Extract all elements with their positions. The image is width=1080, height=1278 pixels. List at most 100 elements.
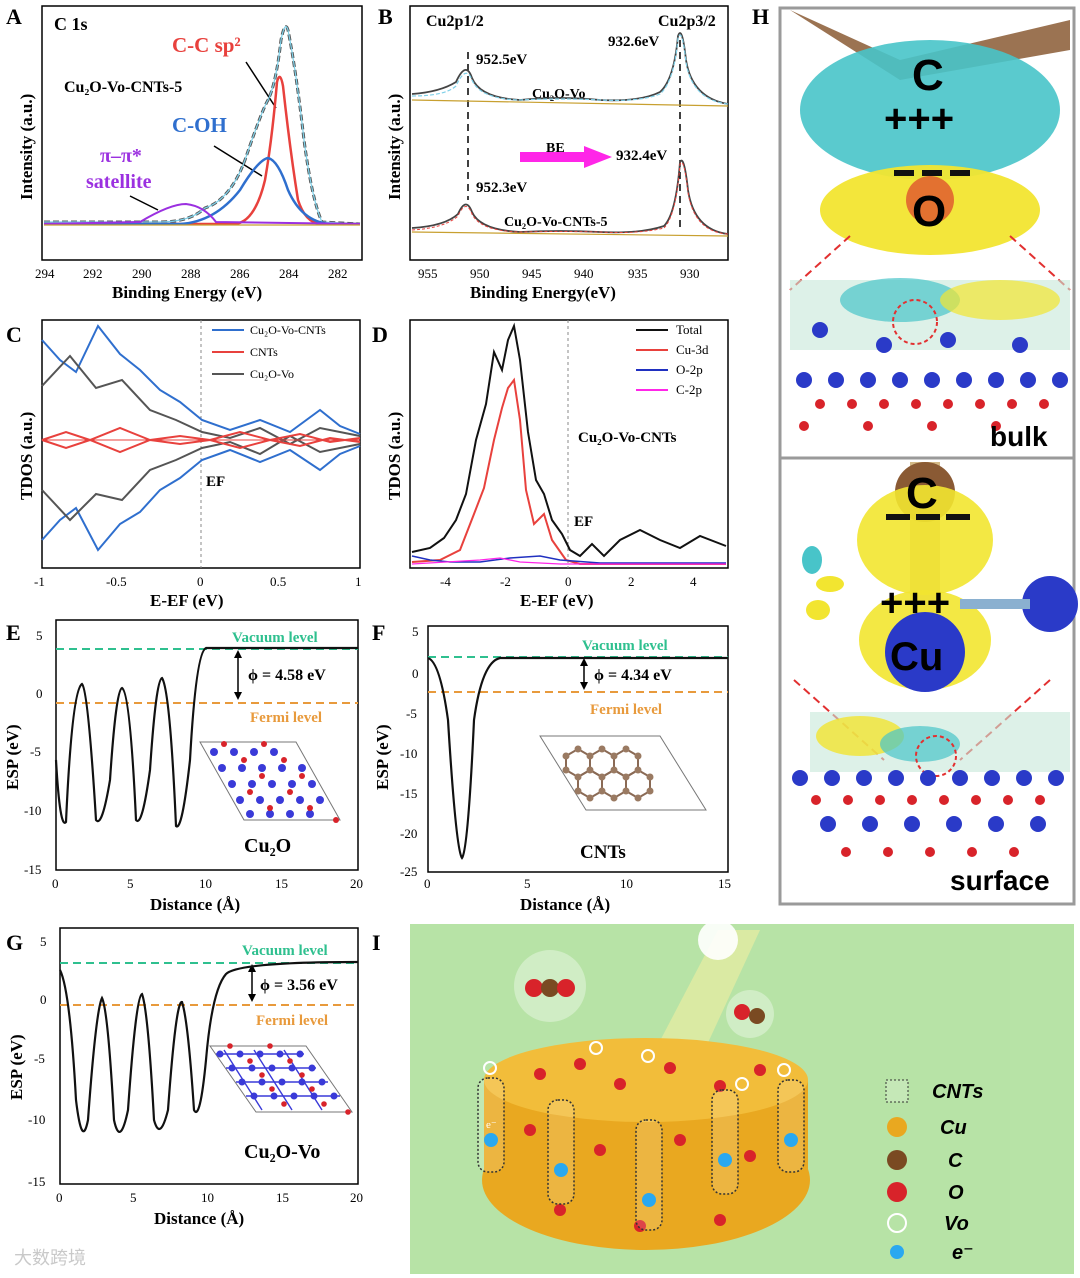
- peak-label-coh: C-OH: [172, 113, 227, 137]
- panel-letter-b: B: [378, 4, 393, 29]
- tick-label: -5: [30, 744, 41, 759]
- energy-label: 952.5eV: [476, 52, 527, 68]
- x-ticks: 0 5 10 15: [424, 876, 731, 891]
- tick-label: 0: [36, 686, 43, 701]
- fermi-label: Fermi level: [256, 1013, 328, 1029]
- arrow-satellite: [129, 195, 159, 211]
- tick-label: 5: [127, 876, 134, 891]
- x-axis-title: Binding Energy (eV): [112, 283, 262, 302]
- ef-label: EF: [574, 514, 593, 530]
- tick-label: 294: [35, 266, 55, 281]
- lattice-inset: [199, 741, 341, 823]
- tick-label: -4: [440, 574, 451, 589]
- tick-label: 292: [83, 266, 103, 281]
- tick-label: 955: [418, 266, 438, 281]
- charge-accumulation-region: [816, 576, 844, 592]
- charge-accumulation-region: [857, 485, 993, 595]
- energy-label: 932.4eV: [616, 148, 667, 164]
- y-axis-title: ESP (eV): [373, 724, 392, 790]
- minus-sign: [916, 514, 940, 520]
- tick-label: 935: [628, 266, 648, 281]
- phi-arrowhead: [580, 658, 588, 666]
- csp2-curve: [44, 75, 360, 226]
- label-cu2p12: Cu2p1/2: [426, 13, 484, 30]
- panel-e: E Vacuum level Fermi level ϕ = 4.58 eV: [3, 619, 363, 914]
- plot-frame: [55, 619, 359, 871]
- charge-depletion-region: [880, 726, 960, 762]
- legend-label: C: [948, 1150, 963, 1172]
- panel-f: F Vacuum level Fermi level ϕ = 4.34 eV: [372, 620, 731, 914]
- phi-arrowhead: [248, 964, 256, 972]
- tick-label: 15: [275, 876, 288, 891]
- atom-label-c: C: [906, 469, 938, 518]
- curve-cu3d: [411, 377, 726, 565]
- electron-label: e⁻: [486, 1119, 497, 1131]
- legend-label: CNTs: [250, 345, 278, 359]
- o-atom: [906, 176, 954, 224]
- tick-label: 20: [350, 876, 363, 891]
- tick-label: 5: [130, 1190, 137, 1205]
- charge-accumulation-region: [940, 280, 1060, 320]
- plus-signs: +++: [880, 581, 950, 625]
- plot-frame: [409, 319, 729, 569]
- panel-letter-d: D: [372, 322, 388, 347]
- atom-label-c: C: [912, 51, 944, 100]
- sample-label: Cu₂O-Vo-CNTs: [578, 430, 677, 446]
- o-atom: [557, 979, 575, 997]
- peak-label-pi: π–π*: [100, 145, 142, 167]
- y-ticks: 5 0 -5 -10 -15: [24, 628, 43, 877]
- tick-label: -10: [28, 1112, 45, 1127]
- tick-label: 0: [424, 876, 431, 891]
- x-ticks: 0 5 10 15 20: [52, 876, 363, 891]
- tick-label: -1: [34, 574, 45, 589]
- fermi-label: Fermi level: [590, 702, 662, 718]
- x-axis-title: Distance (Å): [520, 895, 610, 914]
- bulk-view: C O +++ bulk: [789, 10, 1071, 452]
- y-ticks: 5 0 -5 -10 -15 -20 -25: [400, 624, 419, 879]
- lattice-inset: [209, 1043, 353, 1115]
- curve-total: [411, 322, 727, 558]
- electron: [718, 1153, 732, 1167]
- tick-label: 930: [680, 266, 700, 281]
- electron: [484, 1133, 498, 1147]
- tick-label: 5: [524, 876, 531, 891]
- surface-view: C Cu +++ surface: [792, 462, 1078, 896]
- minus-sign: [950, 170, 970, 176]
- tick-label: -20: [400, 826, 417, 841]
- tick-label: 0: [565, 574, 572, 589]
- sample-label: Cu₂O-Vo-CNTs-5: [504, 215, 608, 230]
- legend-label: O: [948, 1182, 964, 1204]
- x-ticks: 0 5 10 15 20: [56, 1190, 363, 1205]
- curve-cnts-up: [41, 426, 361, 444]
- legend-label: CNTs: [932, 1081, 983, 1103]
- tick-label: 10: [201, 1190, 214, 1205]
- cu-atom: [1022, 576, 1078, 632]
- minus-sign: [946, 514, 970, 520]
- tick-label: 0.5: [270, 574, 286, 589]
- phi-arrowhead: [580, 682, 588, 690]
- sample-label: Cu₂O-Vo: [244, 1141, 320, 1163]
- tick-label: 284: [279, 266, 299, 281]
- tick-label: 5: [412, 624, 419, 639]
- electron: [642, 1193, 656, 1207]
- phi-label: ϕ = 4.58 eV: [248, 667, 326, 684]
- x-axis-title: Distance (Å): [150, 895, 240, 914]
- baseline: [411, 99, 729, 107]
- coh-curve: [44, 156, 360, 226]
- panel-h: H C O +++: [752, 4, 1078, 906]
- x-axis-title: Distance (Å): [154, 1209, 244, 1228]
- tick-label: -15: [24, 862, 41, 877]
- panel-letter-g: G: [6, 930, 23, 955]
- panel-letter-e: E: [6, 620, 21, 645]
- sample-label: CNTs: [580, 842, 626, 863]
- tick-label: 10: [199, 876, 212, 891]
- plot-frame: [59, 927, 359, 1185]
- charge-depletion-region: [802, 546, 822, 574]
- curve-cu2o-vo-down: [41, 434, 361, 522]
- energy-label: 932.6eV: [608, 34, 659, 50]
- label-cu2p32: Cu2p3/2: [658, 13, 716, 30]
- tick-label: 0: [52, 876, 59, 891]
- phi-arrowhead: [234, 692, 242, 700]
- tick-label: 950: [470, 266, 490, 281]
- tick-label: -10: [24, 803, 41, 818]
